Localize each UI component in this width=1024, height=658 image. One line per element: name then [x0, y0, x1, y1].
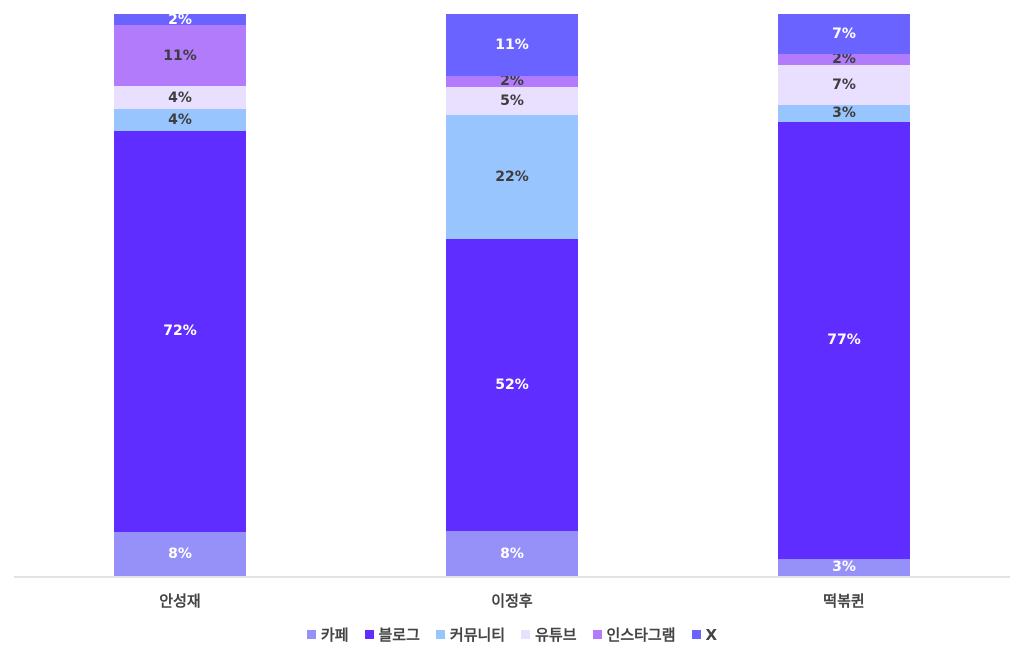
bar-segment: 77% — [778, 121, 910, 559]
data-label: 7% — [832, 25, 856, 42]
bar-segment: 2% — [778, 51, 910, 68]
legend-label: 블로그 — [378, 626, 420, 644]
data-label: 52% — [495, 376, 529, 393]
x-tick-label: 안성재 — [159, 592, 201, 610]
bar-segment: 2% — [446, 73, 578, 90]
bar-segment: 11% — [114, 25, 246, 87]
data-label: 11% — [495, 36, 529, 53]
bar-segment: 4% — [114, 86, 246, 109]
legend-item-youtube[interactable]: 유튜브 — [521, 624, 577, 645]
x-axis-line — [14, 576, 1010, 578]
bar-segment: 3% — [778, 104, 910, 122]
legend-swatch-icon — [592, 630, 602, 639]
legend-item-instagram[interactable]: 인스타그램 — [592, 624, 676, 645]
legend-item-cafe[interactable]: 카페 — [306, 624, 349, 645]
data-label: 2% — [168, 11, 192, 28]
data-label: 2% — [832, 51, 856, 68]
legend-label: 인스타그램 — [606, 626, 676, 644]
data-label: 8% — [168, 545, 192, 562]
legend-swatch-icon — [435, 630, 445, 639]
data-label: 7% — [832, 76, 856, 93]
x-tick-label: 떡볶퀸 — [823, 592, 865, 610]
bar-안성재: 8% 72% 4% 4% 11% 2% — [114, 11, 246, 576]
data-label: 3% — [832, 105, 856, 122]
legend-label: 커뮤니티 — [449, 626, 506, 644]
data-label: 2% — [500, 73, 524, 90]
x-tick-label: 이정후 — [491, 592, 533, 610]
data-label: 4% — [168, 111, 192, 128]
legend-label: 유튜브 — [535, 626, 577, 644]
bar-segment: 8% — [446, 531, 578, 576]
bar-segment: 3% — [778, 558, 910, 576]
bar-segment: 7% — [778, 14, 910, 54]
bar-segment: 5% — [446, 87, 578, 116]
bar-이정후: 8% 52% 22% 5% 2% 11% — [446, 14, 578, 576]
legend-item-community[interactable]: 커뮤니티 — [435, 624, 506, 645]
bar-segment: 8% — [114, 531, 246, 576]
bar-떡볶퀸: 3% 77% 3% 7% 2% 7% — [778, 14, 910, 576]
legend-item-blog[interactable]: 블로그 — [364, 624, 420, 645]
legend-swatch-icon — [306, 630, 316, 639]
data-label: 4% — [168, 89, 192, 106]
legend-swatch-icon — [364, 630, 374, 639]
bar-segment: 72% — [114, 130, 246, 532]
data-label: 22% — [495, 169, 529, 185]
bar-segment: 22% — [446, 115, 578, 239]
bar-segment: 11% — [446, 14, 578, 76]
bar-segment: 7% — [778, 65, 910, 105]
bar-segment: 4% — [114, 108, 246, 131]
legend-label: 카페 — [320, 626, 349, 644]
data-label: 72% — [163, 323, 197, 340]
bar-segment: 52% — [446, 238, 578, 532]
data-label: 3% — [832, 559, 856, 576]
legend-item-x[interactable]: X — [691, 625, 718, 644]
data-label: 5% — [500, 93, 524, 110]
data-label: 11% — [163, 47, 197, 64]
legend-label: X — [705, 625, 718, 644]
data-label: 77% — [827, 332, 861, 349]
data-label: 8% — [500, 545, 524, 562]
legend-swatch-icon — [521, 630, 531, 639]
legend-swatch-icon — [691, 630, 701, 639]
legend: 카페 블로그 커뮤니티 유튜브 인스타그램 X — [0, 624, 1024, 645]
bar-segment: 2% — [114, 11, 246, 28]
